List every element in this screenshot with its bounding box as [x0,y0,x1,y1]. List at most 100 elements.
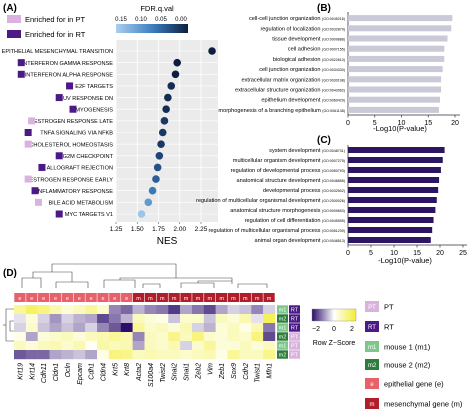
heatmap-cell [73,323,86,333]
heatmap-cell [191,305,205,315]
fdr-colorbar [116,24,188,33]
bar [348,197,437,203]
heatmap-cell [168,350,181,360]
category-label: regulation of localization (GO:0032879) [260,26,345,32]
term-label: TNFA SIGNALING VIA NFKB [40,131,113,137]
group-square [69,105,77,113]
heatmap-cell [227,323,240,333]
bar [348,207,436,213]
bar [348,187,439,193]
x-tick-label: 15 [424,120,432,127]
heatmap-cell [61,341,74,351]
heatmap-cell [144,332,157,342]
x-tick-label: 0 [346,250,350,257]
term-label: ALLOGRAFT REJECTION [47,166,113,172]
x-tick-label: 5 [373,120,377,127]
heatmap-cell [251,314,264,324]
zscore-tick: 0 [332,326,336,333]
heatmap-cell [120,341,133,351]
term-label: MYOGENESIS [75,107,113,113]
heatmap-cell [108,332,121,342]
legend-pt-swatch [7,15,21,23]
heatmap-cell [14,350,27,360]
data-point [162,105,170,114]
heatmap-cell [251,332,264,342]
heatmap-cell [191,350,205,360]
term-label: CHOLESTEROL HOMEOSTASIS [29,142,113,148]
data-point [144,198,153,207]
column-type-text: e [54,296,57,302]
colorbar-tick: 0.05 [155,17,167,23]
heatmap-cell [203,350,216,360]
heatmap-cell [14,332,27,342]
category-label: anatomical structure development (GO:004… [237,178,346,184]
heatmap-cell [263,332,276,342]
legend-mes-label: mesenchymal gene (m) [384,400,463,409]
heatmap-cell [85,332,98,342]
bar [348,237,431,243]
heatmap-cell [85,350,98,360]
group-square [24,129,32,136]
heatmap-cell [61,323,74,333]
bar [348,45,445,52]
column-type-text: e [78,296,81,302]
column-type-box [192,293,204,302]
heatmap-cell [61,350,74,360]
legend-m1-label: mouse 1 (m1) [384,343,431,352]
heatmap-cell [14,305,27,315]
x-tick-label: 15 [413,250,421,257]
gene-label: Snai2 [172,363,179,381]
panel-c-x-ticks: 0 5 10 15 20 25 [346,245,467,257]
heatmap-cell [239,314,252,324]
bar [348,157,443,163]
heatmap-cell [97,350,110,360]
gene-label: Zeb1 [219,363,226,380]
column-type-box [156,293,168,302]
group-square [35,198,42,206]
bar [348,76,442,83]
heatmap-cell [263,323,276,333]
column-type-text: m [255,296,260,302]
category-label: regulation of multicellular organismal p… [209,228,345,234]
row-mouse-text: m2 [279,353,287,359]
column-type-text: e [30,296,33,302]
row-mouse-text: m1 [279,326,287,332]
group-square [24,175,32,183]
heatmap-cell [37,350,50,360]
heatmap-cell [144,314,157,324]
heatmap-cell [180,314,193,324]
row-group-text: RT [291,326,299,332]
group-square [38,163,46,171]
heatmap-cell [215,341,228,351]
category-label: biological adhesion (GO:0022610) [273,57,345,63]
gene-label: Vim [207,363,214,375]
heatmap-cell [263,341,276,351]
heatmap-cell [85,314,98,324]
data-point [153,163,162,172]
column-type-box [215,293,228,302]
row-group-box [289,350,300,359]
heatmap-cell [73,332,86,342]
row-mouse-text: m1 [279,344,287,350]
column-type-text: e [90,296,93,302]
term-label: MYC TARGETS V1 [65,212,113,218]
heatmap-cell [132,350,145,360]
heatmap-cell [263,314,276,324]
bar [348,217,434,223]
heatmap-cell [168,332,181,342]
x-tick-label: 0 [346,120,350,127]
heatmap-cell [251,305,264,315]
gene-label: Krt14 [29,363,36,380]
category-label: regulation of cell differentiation (GO:0… [245,218,345,224]
heatmap-cell [144,323,157,333]
group-square [28,117,36,125]
column-type-box [227,293,240,302]
heatmap-cell [156,332,169,342]
x-tick-label: 25 [459,250,467,257]
panel-a-label: (A) [3,3,17,14]
gene-label: Epcam [77,363,84,385]
term-label: ESTROGEN RESPONSE LATE [34,119,113,125]
category-label: regulation of multicellular organismal d… [196,198,345,204]
category-label: tissue development (GO:0009888) [272,37,345,43]
category-label: animal organ development (GO:0048513) [255,238,345,244]
